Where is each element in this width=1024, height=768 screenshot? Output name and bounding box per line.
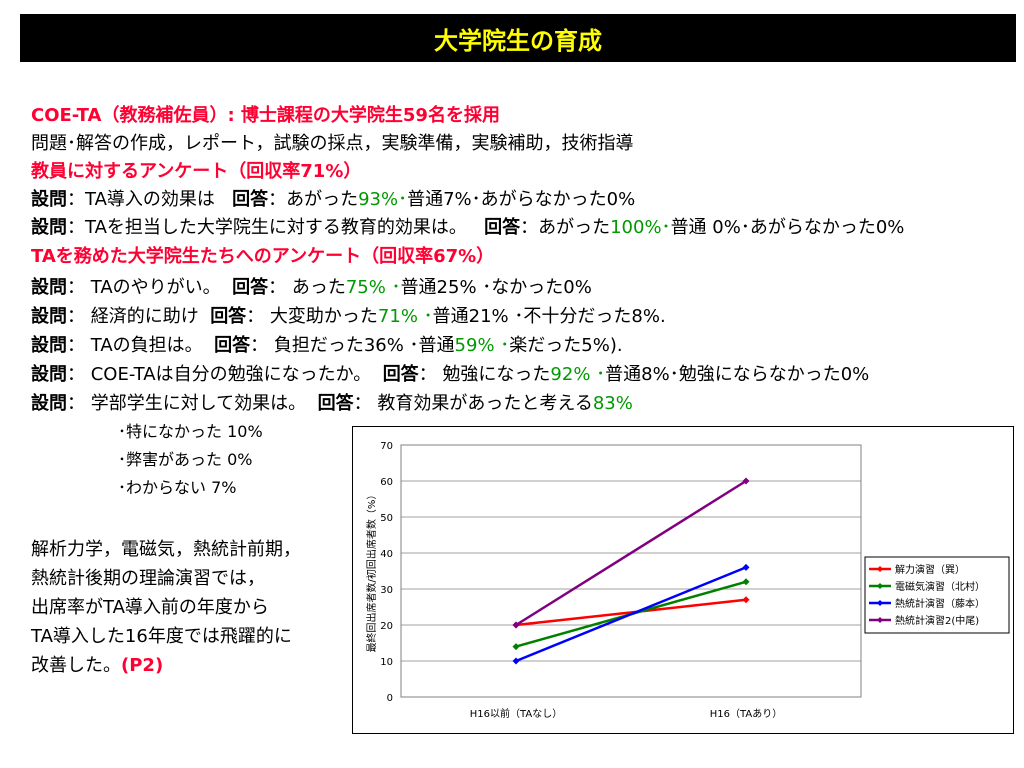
answer-highlight: 100%･ — [610, 217, 671, 238]
answer-label: 回答 — [232, 189, 269, 210]
page-reference: (P2) — [121, 655, 164, 676]
question-text: ：TAを担当した大学院生に対する教育的効果は。 — [67, 217, 467, 238]
answer-rest: 普通21% ･不十分だった8%. — [432, 306, 666, 327]
answer-rest: 普通7%･あがらなかった0% — [407, 189, 636, 210]
y-axis-label: 最終回出席者数/初回出席者数（%） — [365, 490, 378, 653]
legend-marker — [877, 617, 883, 623]
y-tick-label: 30 — [380, 585, 393, 596]
y-tick-label: 40 — [380, 549, 393, 560]
data-point — [512, 621, 520, 629]
y-tick-label: 60 — [380, 477, 393, 488]
data-point — [742, 477, 750, 485]
legend-marker — [877, 566, 883, 572]
question-text: ： 学部学生に対して効果は。 — [67, 393, 307, 414]
answer-rest: 普通 0%･あがらなかった0% — [670, 217, 905, 238]
y-tick-label: 0 — [387, 693, 393, 704]
summary-note: 解析力学，電磁気，熱統計前期， 熱統計後期の理論演習では， 出席率がTA導入前の… — [31, 535, 301, 680]
question-text: ：TA導入の効果は — [67, 189, 215, 210]
y-tick-label: 10 — [380, 657, 393, 668]
data-point — [512, 643, 520, 651]
answer-highlight: 59% ･ — [454, 335, 510, 356]
note-line: TA導入した16年度では飛躍的に — [31, 626, 292, 647]
answer-text: ： 大変助かった — [246, 306, 378, 327]
question-text: ： TAの負担は。 — [67, 335, 203, 356]
y-tick-label: 70 — [380, 441, 393, 452]
answer-label: 回答 — [382, 364, 419, 385]
note-line: 出席率がTA導入前の年度から — [31, 597, 269, 618]
answer-label: 回答 — [232, 277, 269, 298]
answer-label: 回答 — [484, 217, 521, 238]
question-label: 設問 — [31, 335, 67, 356]
legend-label: 熱統計演習（藤本） — [895, 597, 985, 610]
answer-highlight: 75% ･ — [345, 277, 401, 298]
question-label: 設問 — [31, 306, 67, 327]
survey-row: 設問： 経済的に助け 回答： 大変助かった71% ･普通21% ･不十分だった8… — [31, 305, 666, 329]
data-point — [742, 578, 750, 586]
chart-svg: 0 10 20 30 40 50 60 70 H16以前（TAなし） H16（TAあり） 最終回出席… — [365, 441, 1010, 720]
survey-row: 設問：TA導入の効果は 回答：あがった93%･普通7%･あがらなかった0% — [31, 188, 635, 212]
faculty-survey-heading: 教員に対するアンケート（回収率71%） — [31, 161, 362, 182]
note-line: 解析力学，電磁気，熱統計前期， — [31, 539, 301, 560]
answer-rest: 楽だった5%). — [509, 335, 623, 356]
data-point — [512, 657, 520, 665]
x-tick-label: H16以前（TAなし） — [470, 707, 562, 720]
survey-row: 設問： COE-TAは自分の勉強になったか。 回答： 勉強になった92% ･普通… — [31, 363, 869, 387]
answer-rest: 普通8%･勉強にならなかった0% — [605, 364, 870, 385]
question-text: ： TAのやりがい。 — [67, 277, 221, 298]
answer-highlight: 92% ･ — [550, 364, 606, 385]
answer-text: ：あがった — [520, 217, 611, 238]
sub-answer: ･特になかった 10% — [118, 422, 263, 441]
answer-text: ： 勉強になった — [418, 364, 551, 385]
sub-answer: ･わからない 7% — [118, 478, 237, 497]
question-label: 設問 — [31, 393, 67, 414]
note-line: 熱統計後期の理論演習では， — [31, 568, 265, 589]
question-label: 設問 — [31, 364, 67, 385]
survey-row: 設問： TAのやりがい。 回答： あった75% ･普通25% ･なかった0% — [31, 276, 592, 300]
series-line — [515, 598, 747, 627]
y-tick-label: 20 — [380, 621, 393, 632]
question-label: 設問 — [31, 217, 67, 238]
legend-marker — [877, 583, 883, 589]
question-label: 設問 — [31, 189, 67, 210]
answer-text: ： あった — [268, 277, 346, 298]
answer-label: 回答 — [317, 393, 354, 414]
question-text: ： 経済的に助け — [67, 306, 199, 327]
attendance-chart: 0 10 20 30 40 50 60 70 H16以前（TAなし） H16（TAあり） 最終回出席… — [352, 426, 1014, 734]
answer-text: ：あがった — [268, 189, 359, 210]
page-title: 大学院生の育成 — [434, 26, 602, 55]
title-bar: 大学院生の育成 — [20, 14, 1016, 62]
data-point — [742, 563, 750, 571]
question-label: 設問 — [31, 277, 67, 298]
data-point — [742, 596, 750, 604]
answer-rest: 普通25% ･なかった0% — [400, 277, 592, 298]
question-text: ： COE-TAは自分の勉強になったか。 — [67, 364, 372, 385]
series-line — [515, 479, 747, 627]
student-survey-heading: TAを務めた大学院生たちへのアンケート（回収率67%） — [31, 246, 495, 267]
note-line: 改善した。(P2) — [31, 655, 164, 676]
legend-marker — [877, 600, 883, 606]
series-line — [515, 566, 747, 663]
sub-answer: ･弊害があった 0% — [118, 450, 253, 469]
answer-highlight: 83% — [592, 393, 633, 414]
answer-highlight: 71% ･ — [377, 306, 433, 327]
survey-row: 設問：TAを担当した大学院生に対する教育的効果は。 回答：あがった100%･普通… — [31, 216, 904, 240]
answer-label: 回答 — [210, 306, 247, 327]
legend-label: 解力演習（巽） — [895, 563, 965, 576]
answer-text: ： 負担だった36% ･普通 — [250, 335, 455, 356]
answer-label: 回答 — [214, 335, 251, 356]
coe-ta-heading: COE-TA（教務補佐員）: 博士課程の大学院生59名を採用 — [31, 105, 500, 126]
answer-highlight: 93%･ — [358, 189, 408, 210]
ta-duties: 問題･解答の作成，レポート，試験の採点，実験準備，実験補助，技術指導 — [31, 133, 634, 154]
answer-text: ： 教育効果があったと考える — [353, 393, 593, 414]
plot-area — [400, 444, 862, 698]
legend-label: 電磁気演習（北村） — [895, 580, 985, 593]
legend-label: 熱統計演習2(中尾) — [895, 614, 979, 627]
survey-row: 設問： TAの負担は。 回答： 負担だった36% ･普通59% ･楽だった5%)… — [31, 334, 623, 358]
survey-row: 設問： 学部学生に対して効果は。 回答： 教育効果があったと考える83% — [31, 392, 633, 416]
y-tick-label: 50 — [380, 513, 393, 524]
x-tick-label: H16（TAあり） — [710, 708, 782, 720]
